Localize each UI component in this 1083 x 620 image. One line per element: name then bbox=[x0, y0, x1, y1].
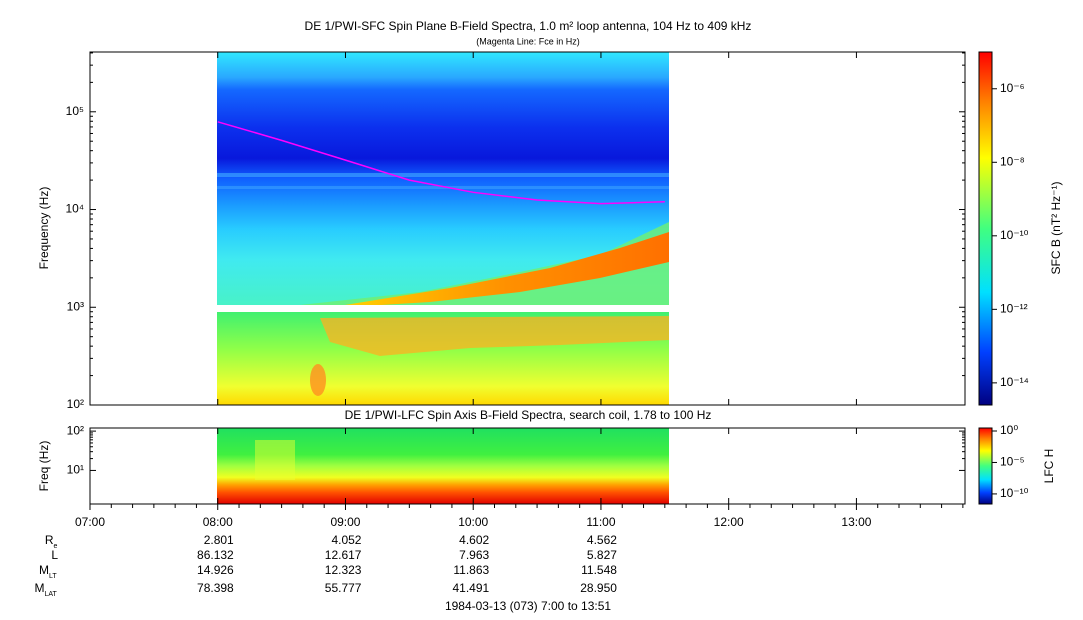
footer: 1984-03-13 (073) 7:00 to 13:51 bbox=[445, 599, 611, 613]
y-tick-label: 10⁴ bbox=[65, 202, 84, 216]
ephemeris-value: 11.863 bbox=[453, 563, 489, 577]
ephemeris-value: 14.926 bbox=[197, 563, 234, 577]
sfc-line-feature bbox=[217, 186, 669, 189]
ephemeris-label: M bbox=[35, 581, 45, 595]
ephemeris-label: R bbox=[45, 533, 54, 547]
colorbar-tick-label: 10⁻¹⁰ bbox=[1000, 486, 1029, 500]
y-tick-label: 10¹ bbox=[67, 463, 84, 477]
y-tick-label: 10⁵ bbox=[66, 104, 84, 118]
y-tick-label: 10³ bbox=[67, 299, 84, 313]
ephemeris-value: 2.801 bbox=[204, 533, 234, 547]
ephemeris-value: 55.777 bbox=[325, 581, 362, 595]
ephemeris-label: L bbox=[51, 548, 58, 562]
sfc-y-label: Frequency (Hz) bbox=[37, 187, 51, 270]
ephemeris-value: 41.491 bbox=[453, 581, 490, 595]
colorbar-tick-label: 10⁻¹⁴ bbox=[1000, 375, 1029, 389]
colorbar-tick-label: 10⁻⁸ bbox=[1000, 154, 1025, 168]
lfc-title: DE 1/PWI-LFC Spin Axis B-Field Spectra, … bbox=[345, 408, 712, 422]
ephemeris-value: 4.052 bbox=[331, 533, 361, 547]
x-tick-label: 07:00 bbox=[75, 515, 105, 529]
lfc-burst bbox=[255, 440, 295, 480]
colorbar-tick-label: 10⁻¹² bbox=[1000, 302, 1028, 316]
sfc-burst bbox=[310, 364, 326, 396]
sfc-plot-frame bbox=[89, 51, 966, 406]
lfc-y-label: Freq (Hz) bbox=[37, 441, 51, 492]
sfc-line-feature bbox=[217, 173, 669, 177]
sfc-emission-band bbox=[345, 232, 669, 305]
colorbar-tick-label: 10⁻⁶ bbox=[1000, 81, 1025, 95]
colorbar-tick-label: 10⁻⁵ bbox=[1000, 455, 1025, 469]
ephemeris-label-sub: LAT bbox=[45, 591, 58, 598]
x-tick-label: 11:00 bbox=[586, 515, 615, 529]
ephemeris-value: 11.548 bbox=[581, 563, 617, 577]
colorbar-tick-label: 10⁻¹⁰ bbox=[1000, 228, 1029, 242]
colorbar-tick-label: 10⁰ bbox=[1000, 423, 1018, 437]
sfc-subtitle: (Magenta Line: Fce in Hz) bbox=[476, 36, 580, 46]
ephemeris-value: 78.398 bbox=[197, 581, 234, 595]
sfc-colorbar bbox=[978, 51, 993, 406]
ephemeris-value: 5.827 bbox=[587, 548, 617, 562]
sfc-title: DE 1/PWI-SFC Spin Plane B-Field Spectra,… bbox=[305, 19, 752, 33]
ephemeris-value: 12.617 bbox=[325, 548, 362, 562]
ephemeris-value: 4.562 bbox=[587, 533, 617, 547]
ephemeris-value: 12.323 bbox=[325, 563, 362, 577]
fce-line bbox=[217, 121, 665, 205]
y-tick-label: 10² bbox=[67, 397, 84, 411]
ephemeris-label-sub: e bbox=[54, 543, 58, 550]
x-tick-label: 13:00 bbox=[841, 515, 871, 529]
ephemeris-value: 4.602 bbox=[459, 533, 489, 547]
x-tick-label: 10:00 bbox=[458, 515, 488, 529]
ephemeris-value: 28.950 bbox=[580, 581, 617, 595]
ephemeris-label-sub: LT bbox=[49, 573, 57, 580]
x-tick-label: 09:00 bbox=[330, 515, 360, 529]
ephemeris-value: 86.132 bbox=[197, 548, 234, 562]
lfc-colorbar-label: LFC H bbox=[1042, 449, 1056, 484]
x-tick-label: 08:00 bbox=[203, 515, 233, 529]
lfc-colorbar bbox=[978, 427, 993, 505]
y-tick-label: 10² bbox=[67, 423, 84, 437]
sfc-colorbar-label: SFC B (nT² Hz⁻¹) bbox=[1049, 182, 1063, 275]
sfc-emission-halo bbox=[300, 222, 669, 305]
lfc-plot-frame bbox=[89, 427, 966, 505]
sfc-emission-lower bbox=[320, 316, 669, 356]
ephemeris-label: M bbox=[39, 563, 49, 577]
x-tick-label: 12:00 bbox=[714, 515, 744, 529]
ephemeris-value: 7.963 bbox=[459, 548, 489, 562]
